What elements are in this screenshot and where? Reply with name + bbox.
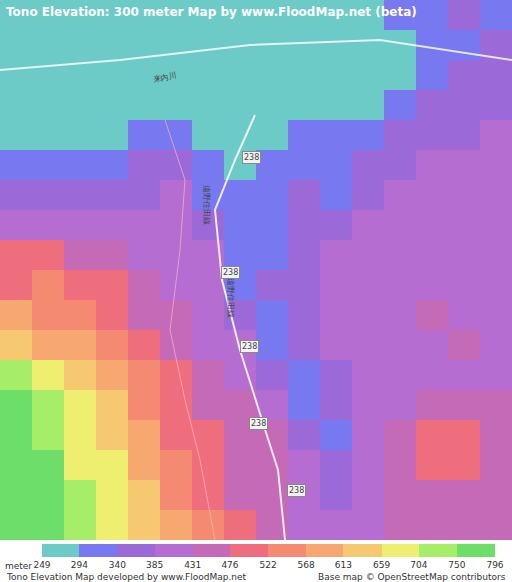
svg-text:238: 238 bbox=[289, 486, 304, 495]
svg-text:431: 431 bbox=[184, 560, 201, 570]
svg-text:238: 238 bbox=[251, 419, 266, 428]
svg-text:476: 476 bbox=[221, 560, 238, 570]
svg-text:522: 522 bbox=[259, 560, 276, 570]
svg-text:568: 568 bbox=[298, 560, 315, 570]
svg-text:来内川: 来内川 bbox=[152, 71, 177, 84]
svg-text:385: 385 bbox=[146, 560, 163, 570]
svg-text:238: 238 bbox=[244, 153, 259, 162]
svg-text:796: 796 bbox=[486, 560, 503, 570]
svg-text:Tono Elevation Map developed b: Tono Elevation Map developed by www.Floo… bbox=[6, 572, 247, 582]
svg-text:Tono Elevation: 300 meter Map: Tono Elevation: 300 meter Map by www.Flo… bbox=[6, 5, 417, 19]
svg-text:613: 613 bbox=[335, 560, 352, 570]
svg-text:340: 340 bbox=[109, 560, 126, 570]
svg-text:704: 704 bbox=[410, 560, 427, 570]
svg-text:Base map © OpenStreetMap contr: Base map © OpenStreetMap contributors bbox=[318, 572, 506, 582]
svg-text:750: 750 bbox=[448, 560, 465, 570]
svg-text:238: 238 bbox=[242, 342, 257, 351]
svg-text:249: 249 bbox=[33, 560, 50, 570]
svg-text:294: 294 bbox=[71, 560, 88, 570]
svg-text:遠野住田線: 遠野住田線 bbox=[202, 185, 211, 225]
svg-text:659: 659 bbox=[373, 560, 390, 570]
svg-text:meter: meter bbox=[5, 561, 32, 571]
svg-text:238: 238 bbox=[223, 268, 238, 277]
svg-text:遠野住田線: 遠野住田線 bbox=[226, 278, 235, 318]
